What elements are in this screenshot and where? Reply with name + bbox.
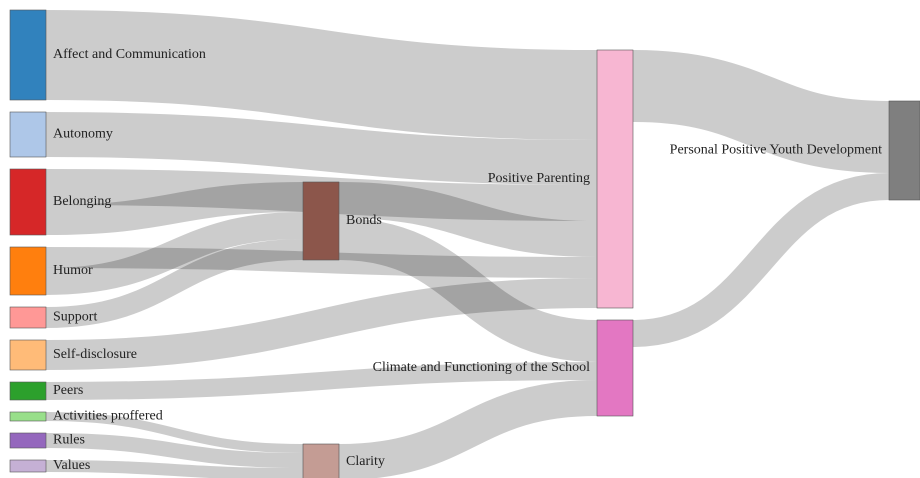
node-label: Rules	[53, 433, 85, 448]
node	[596, 319, 634, 417]
node-label: Self-disclosure	[53, 347, 137, 362]
node-label: Personal Positive Youth Development	[670, 143, 882, 158]
node	[9, 111, 47, 158]
link	[45, 278, 598, 370]
link	[45, 10, 598, 140]
node	[888, 100, 920, 201]
link	[338, 182, 598, 257]
link	[45, 182, 304, 235]
link	[338, 218, 598, 362]
node-label: Autonomy	[53, 127, 113, 142]
node-label: Values	[53, 458, 90, 473]
link	[45, 362, 598, 400]
node	[9, 432, 47, 449]
node-label: Peers	[53, 383, 83, 398]
link	[45, 412, 304, 453]
node-label: Belonging	[53, 194, 111, 209]
node	[9, 339, 47, 371]
node	[9, 411, 47, 422]
link	[632, 50, 890, 173]
node-label: Climate and Functioning of the School	[373, 360, 590, 375]
node-label: Humor	[53, 263, 93, 278]
links	[45, 10, 890, 478]
node	[9, 306, 47, 329]
node	[9, 459, 47, 473]
link	[45, 247, 598, 278]
link	[45, 460, 304, 478]
link	[632, 173, 890, 347]
node-label: Affect and Communication	[53, 47, 206, 62]
link	[338, 380, 598, 478]
node	[9, 168, 47, 236]
link	[45, 112, 598, 185]
node-label: Bonds	[346, 213, 382, 228]
link	[45, 433, 304, 468]
node	[9, 381, 47, 401]
node	[9, 9, 47, 101]
node	[596, 49, 634, 309]
node	[302, 443, 340, 478]
link	[45, 212, 304, 295]
node-label: Activities proffered	[53, 409, 163, 424]
link	[45, 239, 304, 328]
node-label: Clarity	[346, 454, 385, 469]
node-label: Positive Parenting	[488, 171, 590, 186]
node-label: Support	[53, 310, 97, 325]
node	[302, 181, 340, 261]
node	[9, 246, 47, 296]
